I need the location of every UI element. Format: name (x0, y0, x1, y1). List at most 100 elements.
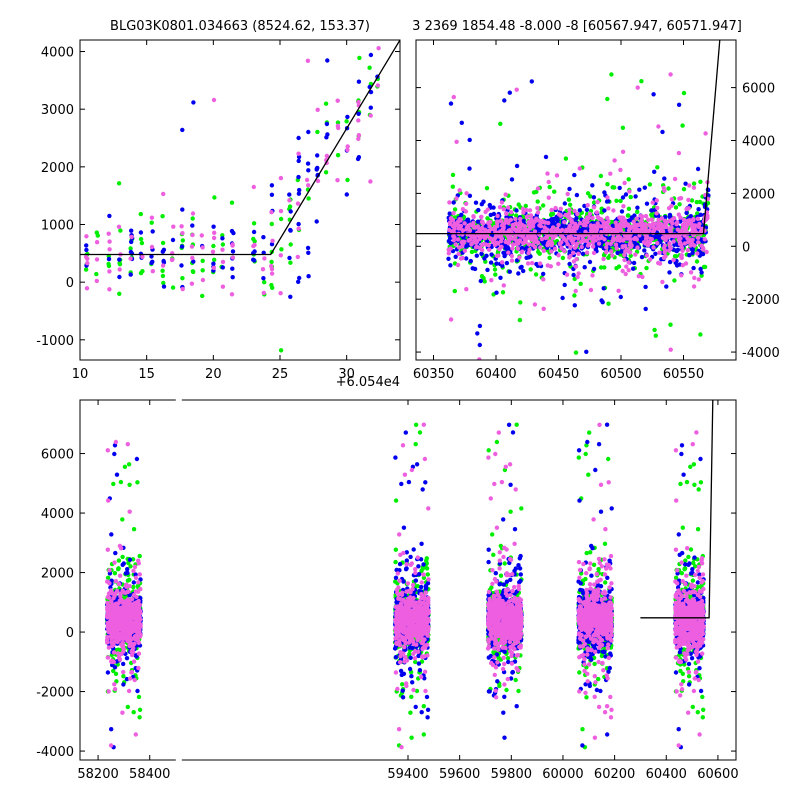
y-tick-label: 1000 (41, 219, 74, 234)
data-point (660, 279, 665, 285)
data-point (305, 161, 311, 166)
data-point (612, 158, 617, 163)
data-point (529, 79, 534, 84)
data-point (591, 562, 597, 567)
data-point (526, 250, 531, 256)
data-point (504, 211, 509, 216)
data-point (161, 280, 166, 286)
data-point (689, 198, 695, 203)
data-point (116, 567, 121, 572)
data-point (160, 214, 165, 219)
data-point (627, 224, 632, 230)
data-point (306, 196, 311, 201)
data-point (576, 233, 582, 238)
data-point (575, 211, 580, 217)
data-point (220, 265, 225, 270)
data-point (111, 668, 116, 674)
data-point (609, 249, 614, 254)
data-point (472, 225, 477, 230)
data-point (585, 203, 590, 208)
data-point (421, 704, 426, 709)
data-point (295, 201, 301, 206)
data-point (467, 166, 472, 171)
data-point (583, 451, 588, 457)
data-point (116, 647, 121, 652)
data-point (668, 72, 673, 77)
data-point (613, 220, 618, 225)
data-point (672, 176, 678, 182)
data-point (571, 272, 576, 278)
panel-bottom: 58200 58400 59400 59600 59800 60000 60200 60400… (36, 398, 739, 782)
data-point (535, 206, 540, 211)
data-point (673, 205, 679, 210)
x-tick-label: 60400 (475, 367, 516, 382)
data-point (85, 256, 90, 261)
data-point (562, 282, 567, 288)
data-point (501, 283, 506, 288)
data-point (211, 243, 216, 249)
data-point (595, 221, 600, 226)
data-point (694, 230, 699, 236)
data-point (288, 242, 293, 247)
data-point (685, 248, 691, 253)
data-point (557, 241, 563, 246)
data-point (675, 227, 680, 232)
data-point (424, 558, 429, 563)
data-point (567, 202, 573, 207)
data-point (584, 207, 590, 212)
data-point (620, 149, 626, 154)
data-point (514, 238, 519, 243)
data-point (539, 219, 544, 225)
data-point (269, 271, 275, 276)
data-point (484, 186, 490, 191)
data-point (514, 163, 520, 169)
data-point (701, 246, 706, 251)
data-point (467, 222, 473, 228)
data-point (139, 240, 145, 246)
data-point (220, 236, 225, 241)
data-point (620, 125, 626, 130)
data-point (660, 129, 665, 135)
data-point (252, 249, 257, 254)
data-point (211, 265, 216, 270)
data-point (513, 216, 518, 222)
data-point (676, 102, 682, 108)
data-point (516, 202, 521, 207)
data-point (679, 245, 685, 250)
data-point (106, 231, 111, 236)
data-point (356, 118, 361, 123)
data-point (288, 260, 293, 265)
data-point (538, 245, 543, 250)
data-point (628, 240, 633, 245)
data-point (314, 219, 319, 224)
data-point (456, 251, 461, 257)
data-point (278, 291, 283, 296)
data-point (677, 237, 682, 242)
data-point (288, 294, 293, 299)
data-point (626, 206, 632, 211)
data-point (552, 189, 557, 194)
data-point (554, 226, 560, 232)
data-point (453, 254, 458, 259)
data-point (595, 199, 600, 205)
data-point (529, 213, 534, 218)
data-point (508, 509, 513, 514)
x-tick-label: 60550 (663, 367, 704, 382)
data-point (504, 217, 509, 222)
data-point (696, 224, 701, 230)
data-point (580, 727, 585, 732)
data-point (548, 239, 554, 244)
data-point (447, 220, 453, 225)
data-point (662, 218, 668, 223)
data-point (191, 269, 196, 275)
data-point (653, 251, 658, 256)
data-point (669, 197, 674, 202)
data-point (451, 238, 456, 243)
data-point (546, 179, 551, 185)
data-point (591, 200, 597, 205)
data-point (590, 244, 596, 249)
data-point (95, 233, 101, 238)
data-point (688, 547, 694, 552)
data-point (491, 650, 496, 655)
data-point (368, 52, 374, 58)
